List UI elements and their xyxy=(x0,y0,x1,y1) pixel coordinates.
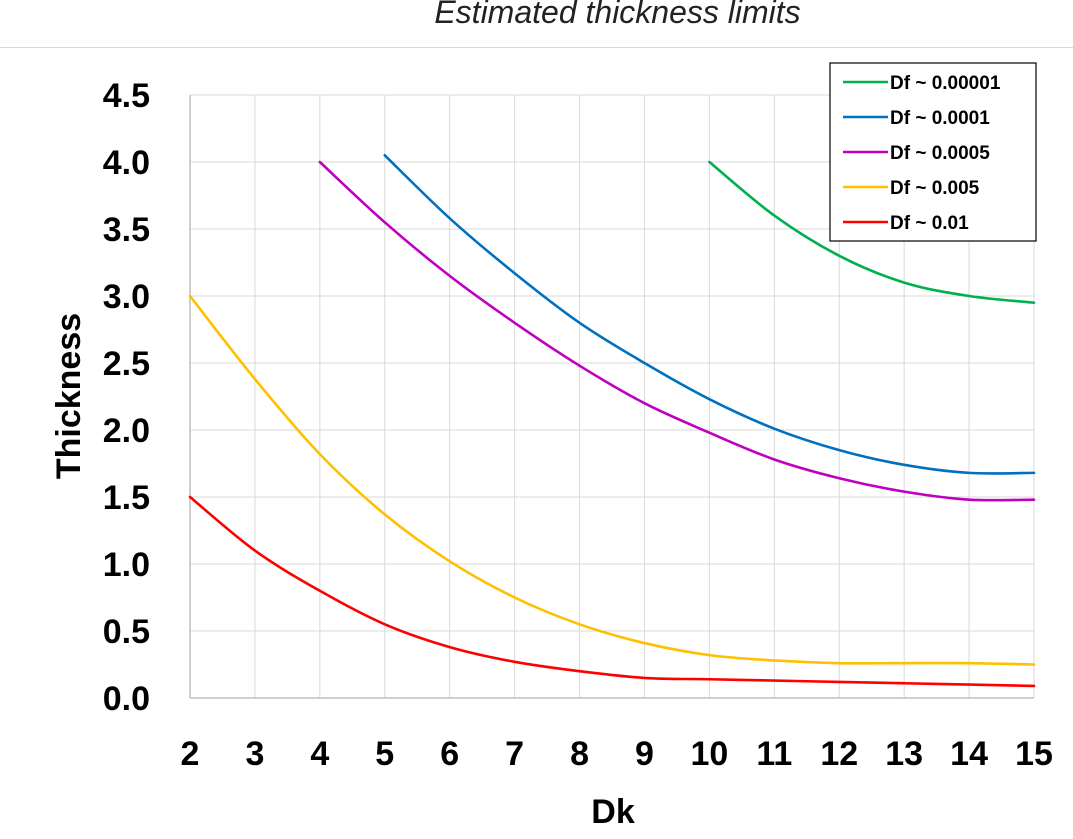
series-lines xyxy=(188,154,1036,688)
x-tick-label: 6 xyxy=(440,735,459,773)
y-tick-label: 3.0 xyxy=(103,278,150,316)
y-tick-label: 2.0 xyxy=(103,412,150,450)
y-tick-label: 1.5 xyxy=(103,479,150,517)
series-line-3 xyxy=(318,160,1036,502)
x-tick-label: 9 xyxy=(635,735,654,773)
x-tick-label: 15 xyxy=(1015,735,1053,773)
x-tick-label: 14 xyxy=(950,735,988,773)
y-axis-label: Thickness xyxy=(50,313,88,479)
x-tick-label: 5 xyxy=(375,735,394,773)
y-tick-label: 3.5 xyxy=(103,211,150,249)
x-axis-label: Dk xyxy=(591,793,635,831)
tick-labels: 2 3 4 5 6 7 8 9 10 11 12 13 14 15 0.0 0.5 1.0 1.5 2.0 2.5 3.… xyxy=(103,77,1053,773)
legend: Df ~ 0.00001 Df ~ 0.0001 Df ~ 0.0005 Df ~ 0… xyxy=(829,62,1037,242)
x-tick-label: 4 xyxy=(310,735,329,773)
series-line-1 xyxy=(708,160,1036,304)
legend-entry-label: Df ~ 0.01 xyxy=(890,213,969,234)
series-line-2 xyxy=(383,154,1036,475)
x-tick-label: 3 xyxy=(245,735,264,773)
legend-entry-label: Df ~ 0.005 xyxy=(890,178,980,199)
legend-entry-label: Df ~ 0.0001 xyxy=(890,108,990,129)
y-tick-label: 1.0 xyxy=(103,546,150,584)
x-tick-label: 13 xyxy=(885,735,923,773)
y-tick-label: 4.0 xyxy=(103,144,150,182)
x-tick-label: 11 xyxy=(756,735,792,773)
title-divider xyxy=(0,47,1073,48)
series-line-4 xyxy=(188,294,1036,666)
axes xyxy=(189,95,1034,699)
legend-entry-label: Df ~ 0.0005 xyxy=(890,143,990,164)
x-tick-label: 7 xyxy=(505,735,524,773)
chart-title: Estimated thickness limits xyxy=(434,0,801,30)
y-tick-label: 0.5 xyxy=(103,613,150,651)
series-line-5 xyxy=(188,495,1036,688)
y-tick-label: 2.5 xyxy=(103,345,150,383)
x-tick-label: 10 xyxy=(690,735,728,773)
y-tick-label: 4.5 xyxy=(103,77,150,115)
x-tick-label: 12 xyxy=(820,735,858,773)
x-tick-label: 8 xyxy=(570,735,589,773)
y-tick-label: 0.0 xyxy=(103,680,150,718)
x-tick-label: 2 xyxy=(181,735,200,773)
legend-entry-label: Df ~ 0.00001 xyxy=(890,73,1001,94)
